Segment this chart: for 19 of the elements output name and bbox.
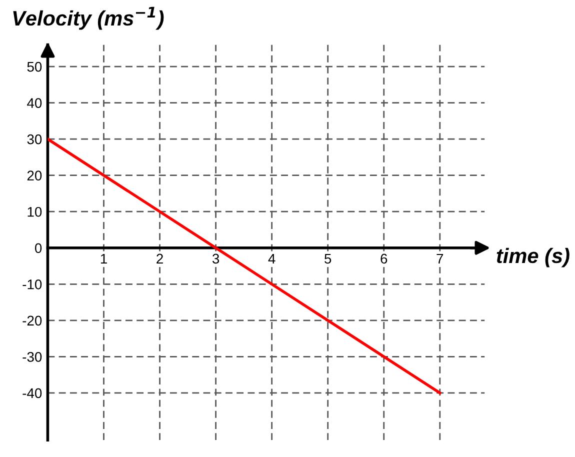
- x-axis-title: time (s): [496, 248, 570, 268]
- x-tick-label: 5: [324, 254, 332, 264]
- y-axis-title: Velocity (ms$^{−1}$): [13, 6, 164, 30]
- y-tick-label: 0: [34, 243, 42, 254]
- y-tick-label: -40: [22, 388, 42, 398]
- x-tick-label: 2: [156, 254, 163, 264]
- y-tick-label: -10: [22, 279, 42, 290]
- y-tick-label: 10: [28, 206, 42, 217]
- x-tick-label: 4: [268, 254, 276, 264]
- y-tick-label: 40: [27, 98, 42, 108]
- y-tick-label: -30: [22, 352, 42, 362]
- x-tick-label: 3: [212, 254, 220, 264]
- x-tick-label: 6: [380, 254, 388, 264]
- y-tick-label: 20: [27, 170, 42, 181]
- y-tick-label: 50: [27, 62, 42, 72]
- y-tick-label: -20: [22, 316, 42, 326]
- x-tick-label: 7: [436, 254, 444, 264]
- x-tick-label: 1: [100, 254, 107, 264]
- y-tick-label: 30: [27, 134, 42, 144]
